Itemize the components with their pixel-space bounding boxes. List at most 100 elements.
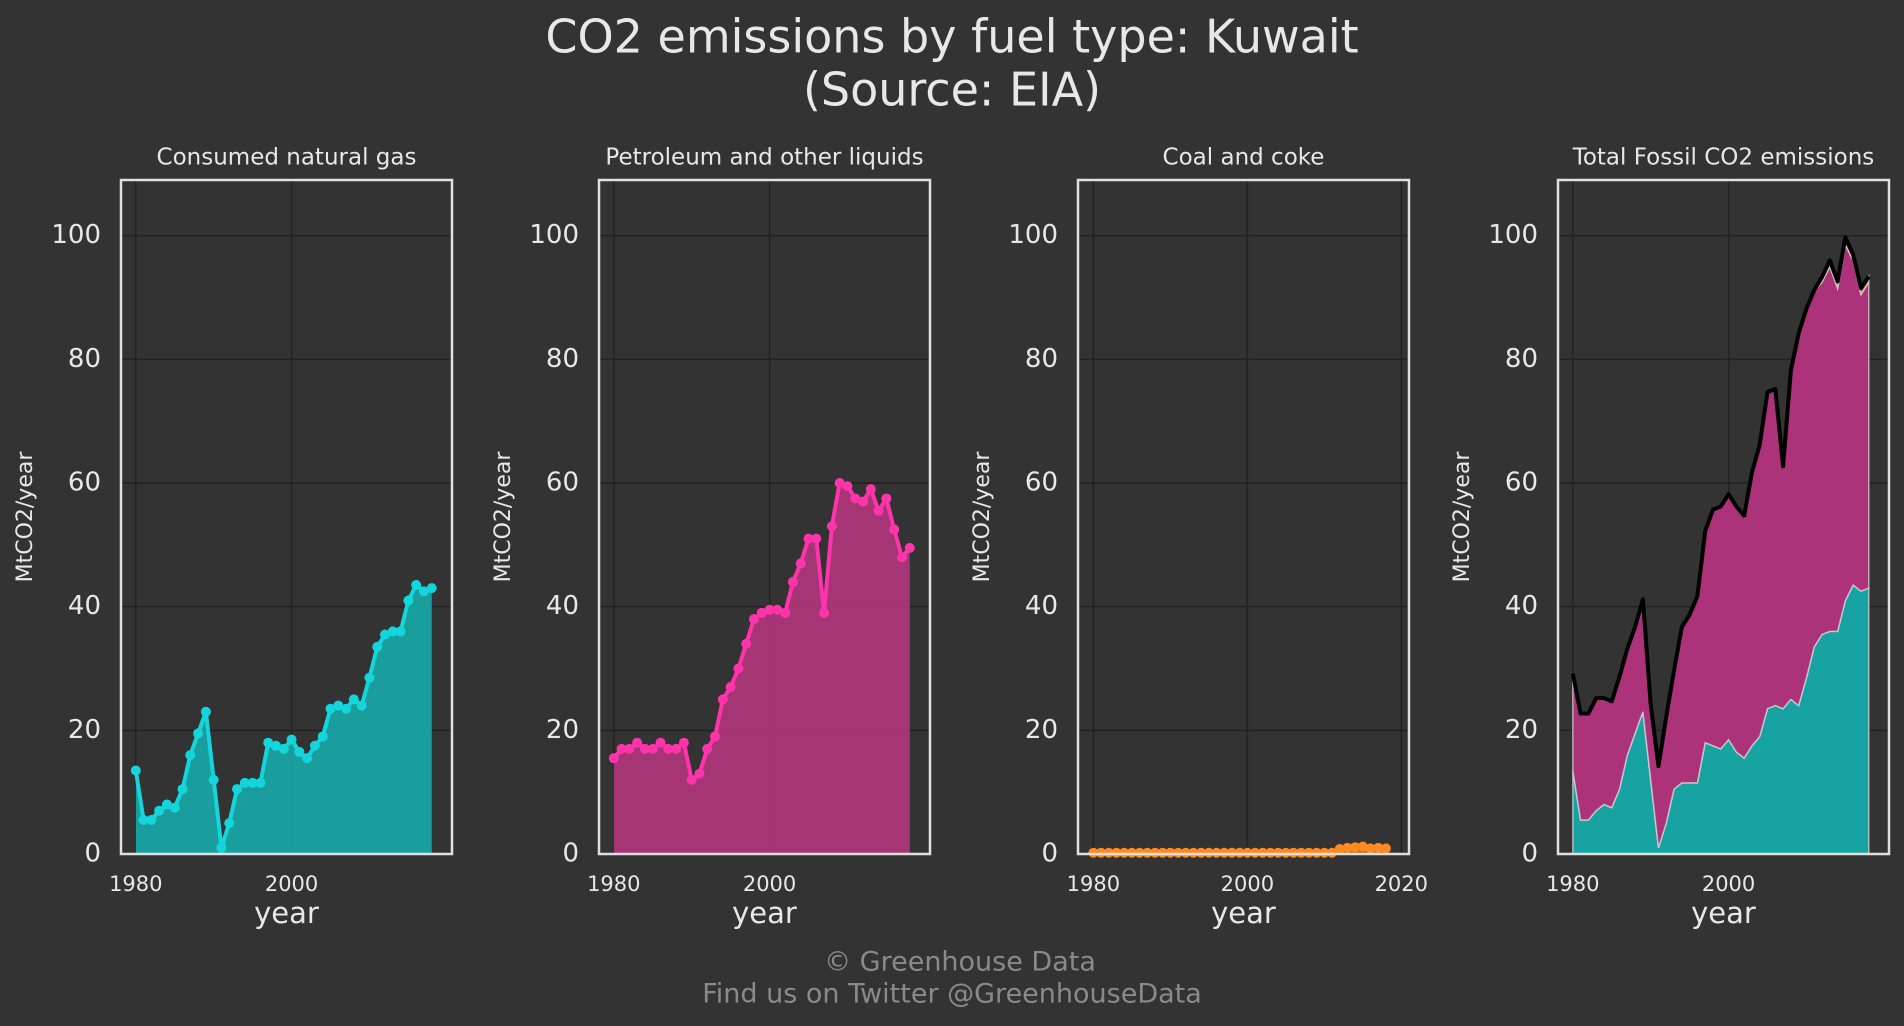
point: [702, 743, 713, 754]
point: [380, 629, 391, 640]
x-axis-label: year: [732, 896, 797, 930]
point: [426, 583, 437, 594]
point: [780, 607, 791, 618]
y-tick-label: 60: [546, 467, 579, 497]
point: [803, 533, 814, 544]
y-tick-label: 40: [1025, 591, 1058, 621]
point: [286, 734, 297, 745]
point: [1357, 841, 1368, 852]
point: [1342, 842, 1353, 853]
point: [686, 774, 697, 785]
point: [255, 777, 266, 788]
point: [655, 737, 666, 748]
point: [146, 814, 157, 825]
point: [819, 607, 830, 618]
point: [632, 737, 643, 748]
point: [247, 777, 258, 788]
point: [741, 638, 752, 649]
point: [208, 774, 219, 785]
point: [193, 728, 204, 739]
y-tick-label: 60: [1025, 467, 1058, 497]
point: [364, 672, 375, 683]
y-tick-label: 20: [1505, 715, 1538, 745]
point: [694, 768, 705, 779]
point: [138, 814, 149, 825]
point: [764, 604, 775, 615]
area: [613, 482, 910, 854]
y-axis-label: MtCO2/year: [970, 451, 995, 583]
panel-title: Petroleum and other liquids: [605, 145, 923, 171]
point: [1334, 844, 1345, 855]
y-tick-label: 40: [1505, 591, 1538, 621]
point: [372, 641, 383, 652]
area: [135, 585, 432, 854]
point: [333, 700, 344, 711]
panel-title: Consumed natural gas: [157, 145, 417, 171]
y-tick-label: 100: [1008, 220, 1058, 250]
y-tick-label: 20: [546, 715, 579, 745]
point: [850, 493, 861, 504]
point: [325, 703, 336, 714]
point: [624, 743, 635, 754]
point: [418, 586, 429, 597]
point: [889, 524, 900, 535]
panel-title: Coal and coke: [1163, 145, 1325, 171]
x-tick-label: 2000: [1221, 872, 1274, 896]
y-axis-label: MtCO2/year: [491, 451, 516, 583]
panel-frame: [1556, 178, 1891, 856]
y-tick-label: 80: [1505, 344, 1538, 374]
x-axis-label: year: [1691, 896, 1756, 930]
x-tick-label: 1980: [109, 872, 162, 896]
figure-title: CO2 emissions by fuel type: Kuwait: [545, 10, 1358, 64]
point: [663, 743, 674, 754]
y-axis-label: MtCO2/year: [13, 451, 38, 583]
x-axis-label: year: [254, 896, 319, 930]
point: [616, 743, 627, 754]
y-tick-label: 0: [562, 839, 579, 869]
x-tick-label: 2000: [265, 872, 318, 896]
y-axis-label: MtCO2/year: [1450, 451, 1475, 583]
point: [200, 706, 211, 717]
point: [725, 682, 736, 693]
point: [1380, 843, 1391, 854]
point: [239, 777, 250, 788]
point: [748, 614, 759, 625]
y-tick-label: 0: [1521, 839, 1538, 869]
panel-frame: [597, 178, 932, 856]
point: [294, 746, 305, 757]
x-tick-label: 1980: [1067, 872, 1120, 896]
y-tick-label: 0: [1041, 839, 1058, 869]
x-tick-label: 2020: [1375, 872, 1428, 896]
point: [834, 477, 845, 488]
point: [639, 743, 650, 754]
y-tick-label: 20: [68, 715, 101, 745]
point: [608, 753, 619, 764]
x-tick-label: 2000: [743, 872, 796, 896]
point: [896, 552, 907, 563]
point: [161, 799, 172, 810]
y-tick-label: 100: [529, 220, 579, 250]
x-tick-label: 1980: [587, 872, 640, 896]
point: [858, 496, 869, 507]
point: [772, 604, 783, 615]
point: [671, 743, 682, 754]
point: [154, 805, 165, 816]
point: [842, 481, 853, 492]
total-line: [1570, 235, 1871, 769]
point: [811, 533, 822, 544]
y-tick-label: 20: [1025, 715, 1058, 745]
point: [865, 484, 876, 495]
point: [348, 694, 359, 705]
y-tick-label: 40: [546, 591, 579, 621]
y-tick-label: 100: [51, 220, 101, 250]
y-tick-label: 60: [1505, 467, 1538, 497]
y-tick-label: 0: [84, 839, 101, 869]
point: [1350, 842, 1361, 853]
point: [341, 703, 352, 714]
y-tick-label: 80: [546, 344, 579, 374]
point: [411, 580, 422, 591]
point: [169, 802, 180, 813]
x-axis-label: year: [1211, 896, 1276, 930]
